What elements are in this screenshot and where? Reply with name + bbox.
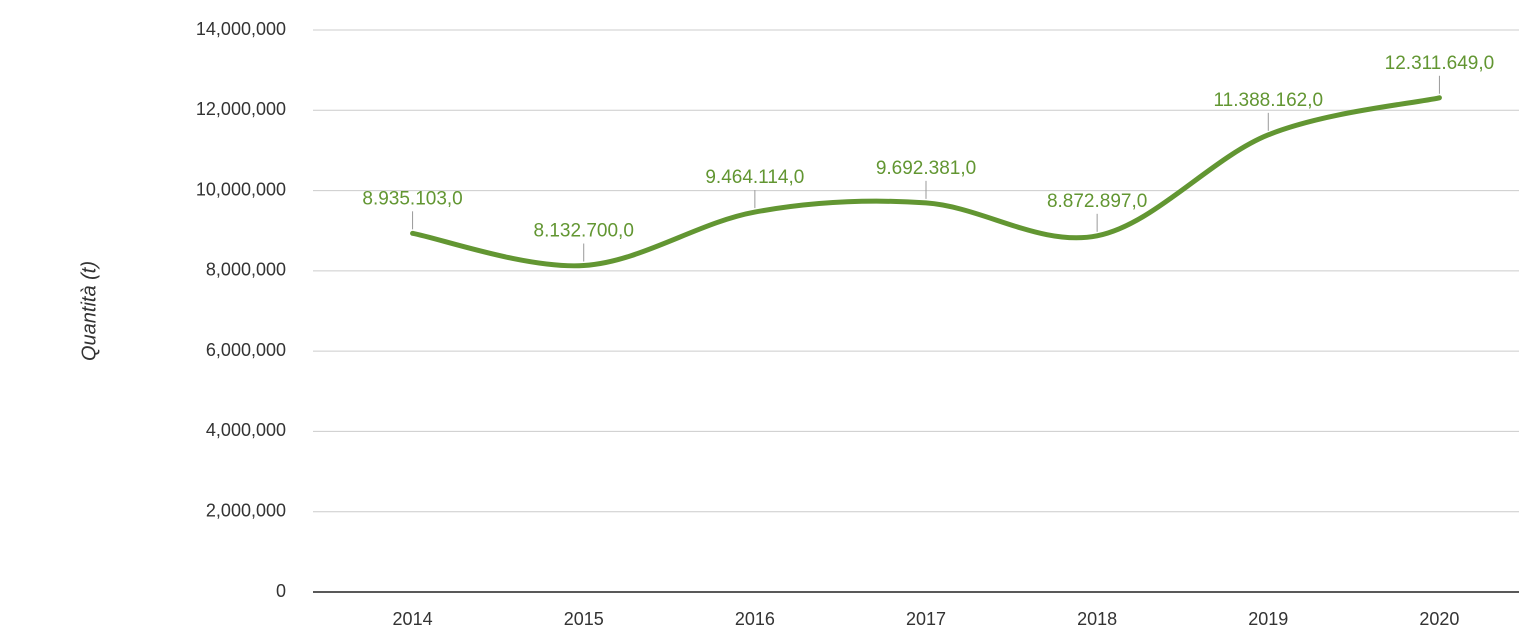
x-tick-label: 2018: [1077, 609, 1117, 629]
x-tick-label: 2015: [564, 609, 604, 629]
y-axis-label: Quantità (t): [78, 261, 100, 361]
line: [410, 95, 1442, 269]
y-tick-label: 2,000,000: [206, 500, 286, 520]
x-tick-label: 2019: [1248, 609, 1288, 629]
data-label: 9.464.114,0: [705, 167, 804, 188]
data-label: 11.388.162,0: [1214, 90, 1324, 111]
data-label: 9.692.381,0: [876, 158, 976, 179]
x-tick-label: 2014: [393, 609, 433, 629]
y-tick-label: 12,000,000: [196, 99, 286, 119]
y-tick-label: 8,000,000: [206, 260, 286, 280]
data-label: 12.311.649,0: [1385, 53, 1495, 74]
y-tick-label: 14,000,000: [196, 19, 286, 39]
y-tick-label: 4,000,000: [206, 420, 286, 440]
x-tick-label: 2020: [1419, 609, 1459, 629]
x-tick-label: 2016: [735, 609, 775, 629]
data-label: 8.935.103,0: [362, 188, 462, 209]
x-tick-label: 2017: [906, 609, 946, 629]
y-tick-label: 10,000,000: [196, 179, 286, 199]
data-label: 8.872.897,0: [1047, 191, 1147, 212]
y-tick-label: 6,000,000: [206, 340, 286, 360]
data-label: 8.132.700,0: [534, 221, 634, 242]
y-tick-label: 0: [276, 581, 286, 601]
